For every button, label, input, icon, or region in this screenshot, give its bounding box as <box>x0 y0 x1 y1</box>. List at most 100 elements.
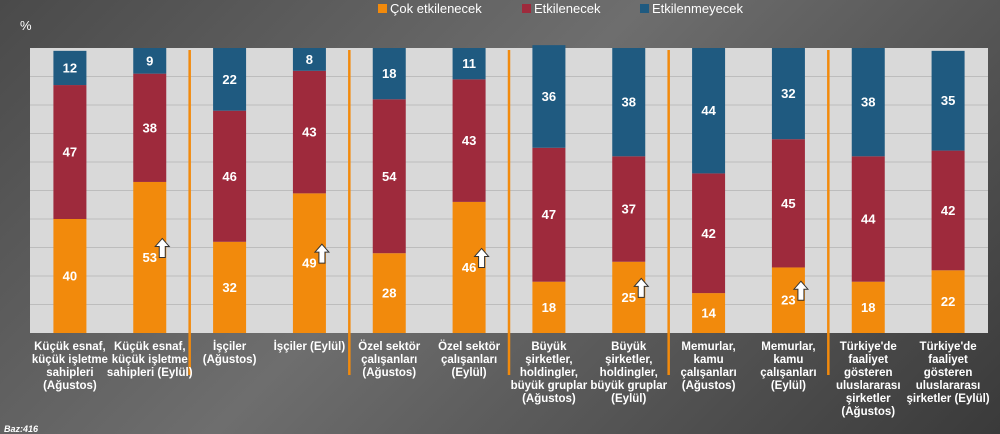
bar-segment <box>292 70 326 194</box>
legend-label: Çok etkilenecek <box>390 1 482 16</box>
data-label: 38 <box>143 120 157 135</box>
data-label: 18 <box>861 300 875 315</box>
data-label: 32 <box>781 86 795 101</box>
bar-segment <box>452 79 486 202</box>
category-label: faaliyet <box>848 354 888 366</box>
bar-segment <box>612 156 646 262</box>
category-label: Büyük <box>611 341 647 353</box>
category-label: (Eylül) <box>452 367 487 379</box>
category-label: uluslararası <box>916 380 981 392</box>
category-label: gösteren <box>924 367 973 379</box>
category-label: Küçük esnaf, <box>34 341 106 353</box>
category-label: çalışanları <box>361 354 417 366</box>
y-unit-label: % <box>20 18 32 33</box>
group-separators <box>188 50 830 375</box>
data-label: 18 <box>542 300 556 315</box>
data-label: 9 <box>146 53 153 68</box>
data-label: 54 <box>382 169 397 184</box>
bar-segment <box>532 45 566 148</box>
bars <box>53 45 965 333</box>
data-label: 47 <box>542 207 556 222</box>
data-label: 42 <box>701 226 715 241</box>
up-arrow-icon <box>792 280 810 301</box>
category-label: (Eylül) <box>771 380 806 392</box>
bar-segment <box>452 48 486 80</box>
category-label: İşçiler (Eylül) <box>274 340 346 353</box>
category-label: (Ağustos) <box>43 380 97 392</box>
up-arrow-icon <box>154 237 171 258</box>
bar-segment <box>612 48 646 157</box>
category-label: Memurlar, <box>681 341 735 353</box>
bar-segment <box>931 270 965 333</box>
category-label: Türkiye'de <box>920 341 977 353</box>
data-label: 46 <box>222 169 236 184</box>
data-label: 28 <box>382 286 396 301</box>
category-label: küçük işletme <box>32 354 108 366</box>
legend-swatch <box>640 4 649 13</box>
bar-segment <box>372 99 406 254</box>
category-label: İşçiler <box>213 340 247 353</box>
bar-segment <box>532 281 566 333</box>
data-label: 38 <box>861 95 875 110</box>
category-label: çalışanları <box>441 354 497 366</box>
category-label: (Ağustos) <box>841 406 895 418</box>
data-label: 46 <box>462 260 476 275</box>
category-label: kamu <box>773 354 803 366</box>
data-label: 43 <box>462 133 476 148</box>
category-label: sahipleri <box>46 367 93 379</box>
up-arrow-icon <box>313 243 331 264</box>
up-arrow-icon <box>633 277 650 298</box>
data-label: 45 <box>781 196 795 211</box>
data-label: 23 <box>781 293 795 308</box>
legend: Çok etkilenecek Etkilenecek Etkilenmeyecek <box>378 1 744 16</box>
category-label: faaliyet <box>928 354 968 366</box>
data-label: 18 <box>382 66 396 81</box>
category-label: Büyük <box>531 341 567 353</box>
bar-segment <box>133 48 167 74</box>
category-label: çalışanları <box>760 367 816 379</box>
bar-segment <box>771 139 805 268</box>
footnote: Baz:416 <box>4 424 39 434</box>
category-label: küçük işletme <box>112 354 188 366</box>
data-label: 11 <box>462 56 476 71</box>
bar-segment <box>532 147 566 282</box>
category-label: büyük gruplar <box>511 380 588 392</box>
bar-segment <box>771 48 805 140</box>
bar-segment <box>372 48 406 100</box>
category-label: (Ağustos) <box>203 354 257 366</box>
category-label: Memurlar, <box>761 341 815 353</box>
bar-segment <box>53 85 87 219</box>
data-label: 47 <box>63 145 77 160</box>
data-label: 43 <box>302 125 316 140</box>
bar-segment <box>53 219 87 333</box>
category-label: büyük gruplar <box>590 380 667 392</box>
data-label: 12 <box>63 60 77 75</box>
data-label: 37 <box>622 202 636 217</box>
category-label: (Eylül) <box>611 393 646 405</box>
category-label: şirketler, <box>525 354 572 366</box>
data-label: 44 <box>701 103 716 118</box>
data-label: 8 <box>306 52 313 67</box>
category-label: şirketler (Eylül) <box>907 393 990 405</box>
bar-segment <box>931 150 965 271</box>
data-label: 44 <box>861 212 876 227</box>
bar-segment <box>372 253 406 333</box>
bar-segment <box>851 48 885 157</box>
category-label: (Ağustos) <box>522 393 576 405</box>
bar-segment <box>53 50 87 86</box>
up-arrow-icon <box>473 247 490 268</box>
data-label: 36 <box>542 89 556 104</box>
bar-segment <box>931 50 965 151</box>
data-label: 40 <box>63 269 77 284</box>
category-label: holdingler, <box>600 367 658 379</box>
bar-segment <box>213 48 247 111</box>
bar-segment <box>133 73 167 182</box>
bar-segment <box>213 110 247 242</box>
bar-segment <box>213 241 247 333</box>
bar-segment <box>851 281 885 333</box>
bar-segment <box>692 293 726 333</box>
bar-segment <box>692 173 726 294</box>
data-label: 53 <box>143 250 157 265</box>
data-label: 49 <box>302 256 316 271</box>
